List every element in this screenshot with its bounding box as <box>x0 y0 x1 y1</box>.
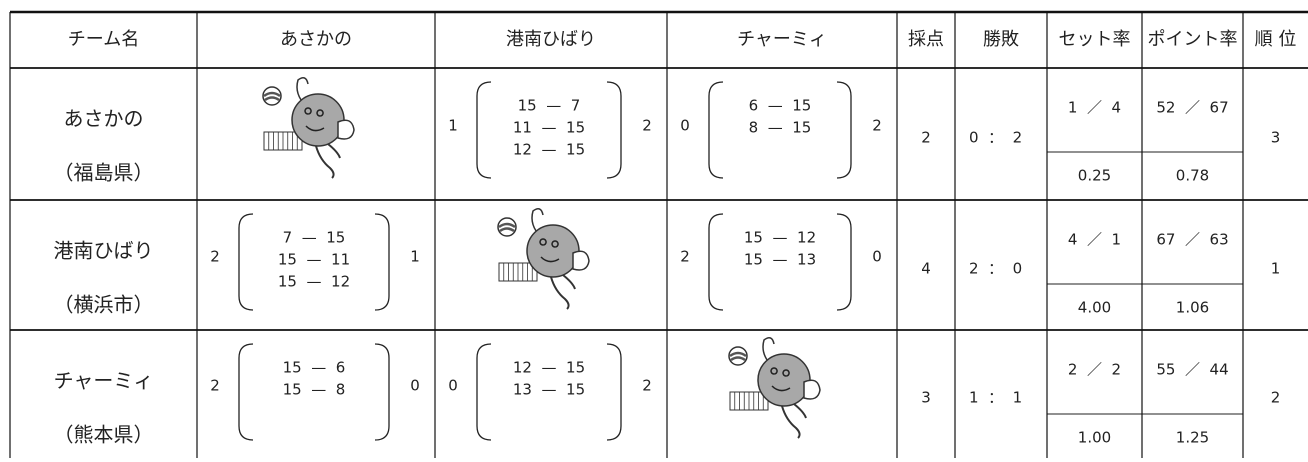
cell-text: 15 — 8 <box>283 381 346 399</box>
face <box>539 238 560 263</box>
bracket <box>238 343 254 441</box>
cell-text: 55 ／ 44 <box>1156 361 1228 379</box>
bracket <box>374 213 390 311</box>
cell-text: 0 <box>680 117 690 135</box>
ball <box>497 217 517 237</box>
cell-text: 15 — 7 <box>518 97 581 115</box>
cell-text: 4 <box>921 260 931 278</box>
cell-text: 13 — 15 <box>513 381 585 399</box>
legs <box>550 274 576 310</box>
body <box>291 93 345 147</box>
cell-text: 2 <box>642 377 652 395</box>
cell-text: 12 — 15 <box>513 141 585 159</box>
legs <box>781 403 807 439</box>
cell-text: 1 ／ 4 <box>1068 99 1121 117</box>
cell-text: 12 — 15 <box>513 359 585 377</box>
cell-text: 67 ／ 63 <box>1156 231 1228 249</box>
cell-text: 4.00 <box>1078 299 1111 317</box>
cell-text: 15 — 6 <box>283 359 346 377</box>
cell-text: 7 — 15 <box>283 229 346 247</box>
bracket <box>836 81 852 179</box>
cell-text: 52 ／ 67 <box>1156 99 1228 117</box>
cell-text: 2 <box>642 117 652 135</box>
cell-text: （福島県） <box>54 161 154 185</box>
glove <box>337 119 355 140</box>
cell-text: 15 — 13 <box>744 251 816 269</box>
bracket <box>606 81 622 179</box>
cell-text: 11 — 15 <box>513 119 585 137</box>
bracket <box>374 343 390 441</box>
mascot-icon <box>497 208 590 310</box>
cell-text: 2 <box>872 117 882 135</box>
cell-text: 1 <box>410 248 420 266</box>
cell-text: 1.25 <box>1176 429 1209 447</box>
cell-text: 0 <box>448 377 458 395</box>
cell-text: 3 <box>921 389 931 407</box>
cell-text: 15 — 12 <box>278 273 350 291</box>
cell-text: 1 <box>448 117 458 135</box>
cell-text: 2 <box>210 377 220 395</box>
bracket <box>476 343 492 441</box>
cell-text: セット率 <box>1059 29 1131 50</box>
cell-text: 2 <box>921 129 931 147</box>
cell-text: 2 <box>210 248 220 266</box>
cell-text: 15 — 11 <box>278 251 350 269</box>
cell-text: 0.25 <box>1078 167 1111 185</box>
cell-text: 2 <box>1271 389 1281 407</box>
ball-stripe <box>498 222 516 233</box>
cell-text: （横浜市） <box>54 293 154 317</box>
cell-text: ポイント率 <box>1148 29 1238 50</box>
cell-text: 0 <box>410 377 420 395</box>
cell-text: 1.06 <box>1176 299 1209 317</box>
cell-text: 6 — 15 <box>749 97 812 115</box>
ball <box>262 86 282 106</box>
bracket <box>476 81 492 179</box>
cell-text: 15 — 12 <box>744 229 816 247</box>
cell-text: 0.78 <box>1176 167 1209 185</box>
cell-text: 2 ／ 2 <box>1068 361 1121 379</box>
cell-text: 採点 <box>908 29 944 50</box>
cell-text: 港南ひばり <box>54 239 154 263</box>
cell-text: チャーミィ <box>737 29 827 50</box>
mascot-icon <box>728 337 821 439</box>
cell-text: 8 — 15 <box>749 119 812 137</box>
bracket <box>708 213 724 311</box>
cell-text: 2 <box>680 248 690 266</box>
cell-text: チャーミィ <box>54 369 154 393</box>
cell-text: 1 <box>1271 260 1281 278</box>
legs <box>315 143 341 179</box>
cell-text: 順 位 <box>1255 29 1297 50</box>
cell-text: あさかの <box>64 107 144 131</box>
face <box>304 107 325 132</box>
cell-text: （熊本県） <box>54 423 154 447</box>
bracket <box>708 81 724 179</box>
mascot-icon <box>262 77 355 179</box>
glove <box>803 379 821 400</box>
bracket <box>606 343 622 441</box>
cell-text: チーム名 <box>68 29 139 50</box>
cell-text: 4 ／ 1 <box>1068 231 1121 249</box>
cell-text: 2 ： 0 <box>969 260 1022 278</box>
body <box>526 224 580 278</box>
cell-text: 0 ： 2 <box>969 129 1022 147</box>
body <box>757 353 811 407</box>
cell-text: あさかの <box>280 29 352 50</box>
bracket <box>836 213 852 311</box>
face <box>770 367 791 392</box>
ball-stripe <box>729 351 747 362</box>
ball <box>728 346 748 366</box>
cell-text: 1.00 <box>1078 429 1111 447</box>
glove <box>572 250 590 271</box>
cell-text: 勝敗 <box>983 29 1019 50</box>
cell-text: 0 <box>872 248 882 266</box>
cell-text: 3 <box>1271 129 1281 147</box>
bracket <box>238 213 254 311</box>
cell-text: 港南ひばり <box>506 29 596 50</box>
ball-stripe <box>263 91 281 102</box>
cell-text: 1 ： 1 <box>969 389 1022 407</box>
